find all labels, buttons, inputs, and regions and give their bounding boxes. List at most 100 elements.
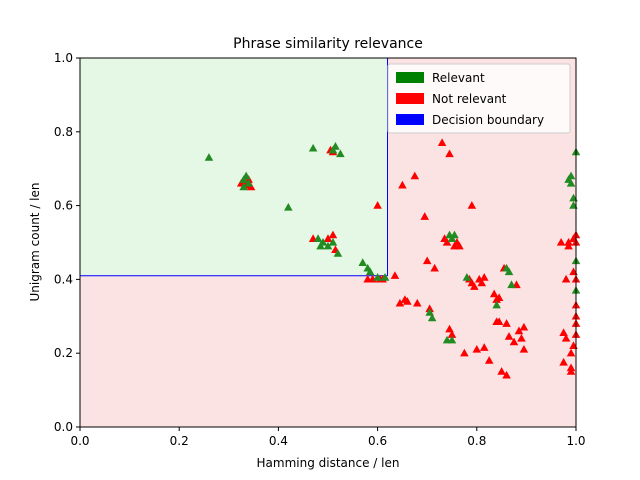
relevant-point [566,171,576,180]
not-relevant-point [514,326,524,335]
not-relevant-point [445,149,454,158]
not-relevant-point [460,348,469,357]
relevant-point [333,249,343,257]
relevant-point [373,273,382,281]
relevant-point [241,171,251,180]
not-relevant-point [398,180,407,189]
y-tick-label: 0.4 [54,272,73,286]
legend-swatch-not-relevant [396,93,424,104]
relevant-point [244,178,253,187]
relevant-point [566,178,576,187]
y-tick-label: 0.6 [54,199,73,213]
relevant-point [504,267,514,276]
legend: Relevant Not relevant Decision boundary [387,63,571,134]
not-relevant-point [494,317,504,325]
not-relevant-point [556,238,566,246]
y-tick-label: 0.8 [54,125,73,139]
not-relevant-point [467,201,477,209]
not-relevant-point [502,370,511,379]
chart-title: Phrase similarity relevance [233,36,423,52]
relevant-point [365,267,375,276]
not-relevant-point [564,241,573,250]
not-relevant-point [479,343,489,351]
not-relevant-point [561,333,571,342]
not-relevant-point [447,330,457,338]
not-relevant-point [504,332,514,340]
not-relevant-point [519,322,529,331]
data-points [204,138,581,379]
y-tick-label: 0.2 [54,346,73,360]
legend-label-decision-boundary: Decision boundary [432,113,544,127]
relevant-point [313,234,323,242]
relevant-point [358,258,367,266]
relevant-point [328,238,338,246]
x-axis: 0.0 0.2 0.4 0.6 0.8 1.0 [70,427,586,448]
relevant-point [239,182,248,191]
relevant-point [308,143,318,152]
legend-swatch-decision-boundary [396,114,424,125]
y-tick-label: 0.0 [54,420,73,434]
x-axis-title: Hamming distance / len [257,456,400,470]
x-tick-label: 0.8 [467,434,486,448]
not-relevant-point [390,271,400,279]
not-relevant-point [395,298,405,307]
not-relevant-point [502,319,511,327]
x-tick-label: 1.0 [566,434,585,448]
not-relevant-point [477,278,487,287]
not-relevant-point [430,263,439,272]
not-relevant-point [479,273,489,281]
not-relevant-point [403,297,412,305]
not-relevant-point [420,212,429,220]
relevant-point [427,313,437,322]
not-relevant-point [559,328,568,337]
not-relevant-point [519,345,529,353]
relevant-point [336,149,345,158]
not-relevant-point [328,230,338,239]
relevant-point [507,280,516,289]
relevant-point [450,230,459,239]
legend-label-relevant: Relevant [432,71,485,85]
relevant-point [318,238,328,246]
x-tick-label: 0.0 [70,434,89,448]
not-relevant-point [442,238,452,246]
relevant-point [492,300,501,309]
relevant-point [425,308,434,316]
x-tick-label: 0.6 [368,434,387,448]
not-relevant-point [470,282,479,290]
relevant-region [80,58,388,276]
not-relevant-point [566,367,576,375]
not-relevant-point [422,256,432,265]
not-relevant-point [445,324,454,333]
y-axis: 0.0 0.2 0.4 0.6 0.8 1.0 [54,51,80,434]
relevant-point [284,202,293,211]
legend-label-not-relevant: Not relevant [432,92,507,106]
not-relevant-point [472,345,482,353]
not-relevant-point [559,357,568,366]
y-tick-label: 1.0 [54,51,73,65]
not-relevant-point [437,138,447,147]
not-relevant-point [494,293,504,301]
legend-box [387,63,571,134]
not-relevant-point [566,348,576,357]
relevant-point [447,335,457,344]
relevant-point [380,273,390,281]
x-tick-label: 0.2 [170,434,189,448]
not-relevant-point [323,234,333,242]
y-axis-title: Unigram count / len [28,183,42,302]
not-relevant-point [373,201,382,209]
not-relevant-point [484,356,494,364]
relevant-point [331,142,340,150]
legend-swatch-relevant [396,72,424,83]
not-relevant-point [410,171,420,180]
not-relevant-point [517,333,526,342]
not-relevant-point [561,274,571,283]
not-relevant-point [497,367,506,375]
not-relevant-point [413,298,422,307]
relevant-point [462,273,472,281]
not-relevant-point [489,289,499,298]
not-relevant-point [509,337,519,346]
plot-frame [79,57,577,428]
relevant-point [323,241,333,250]
relevant-point [204,153,214,161]
